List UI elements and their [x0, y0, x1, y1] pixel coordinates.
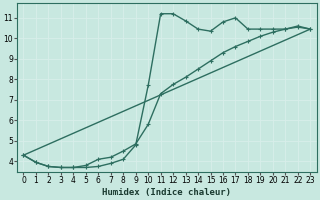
X-axis label: Humidex (Indice chaleur): Humidex (Indice chaleur) [102, 188, 231, 197]
